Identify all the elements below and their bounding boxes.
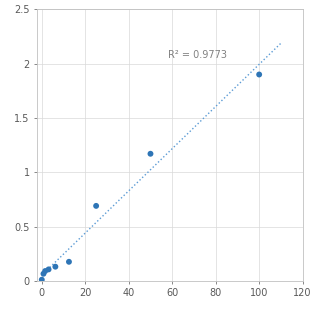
Point — [39, 277, 44, 282]
Point — [41, 271, 46, 276]
Point — [53, 264, 58, 269]
Point — [257, 72, 262, 77]
Point — [94, 203, 99, 208]
Point — [66, 259, 71, 264]
Text: R² = 0.9773: R² = 0.9773 — [168, 50, 227, 60]
Point — [43, 269, 48, 274]
Point — [46, 267, 51, 272]
Point — [148, 151, 153, 156]
